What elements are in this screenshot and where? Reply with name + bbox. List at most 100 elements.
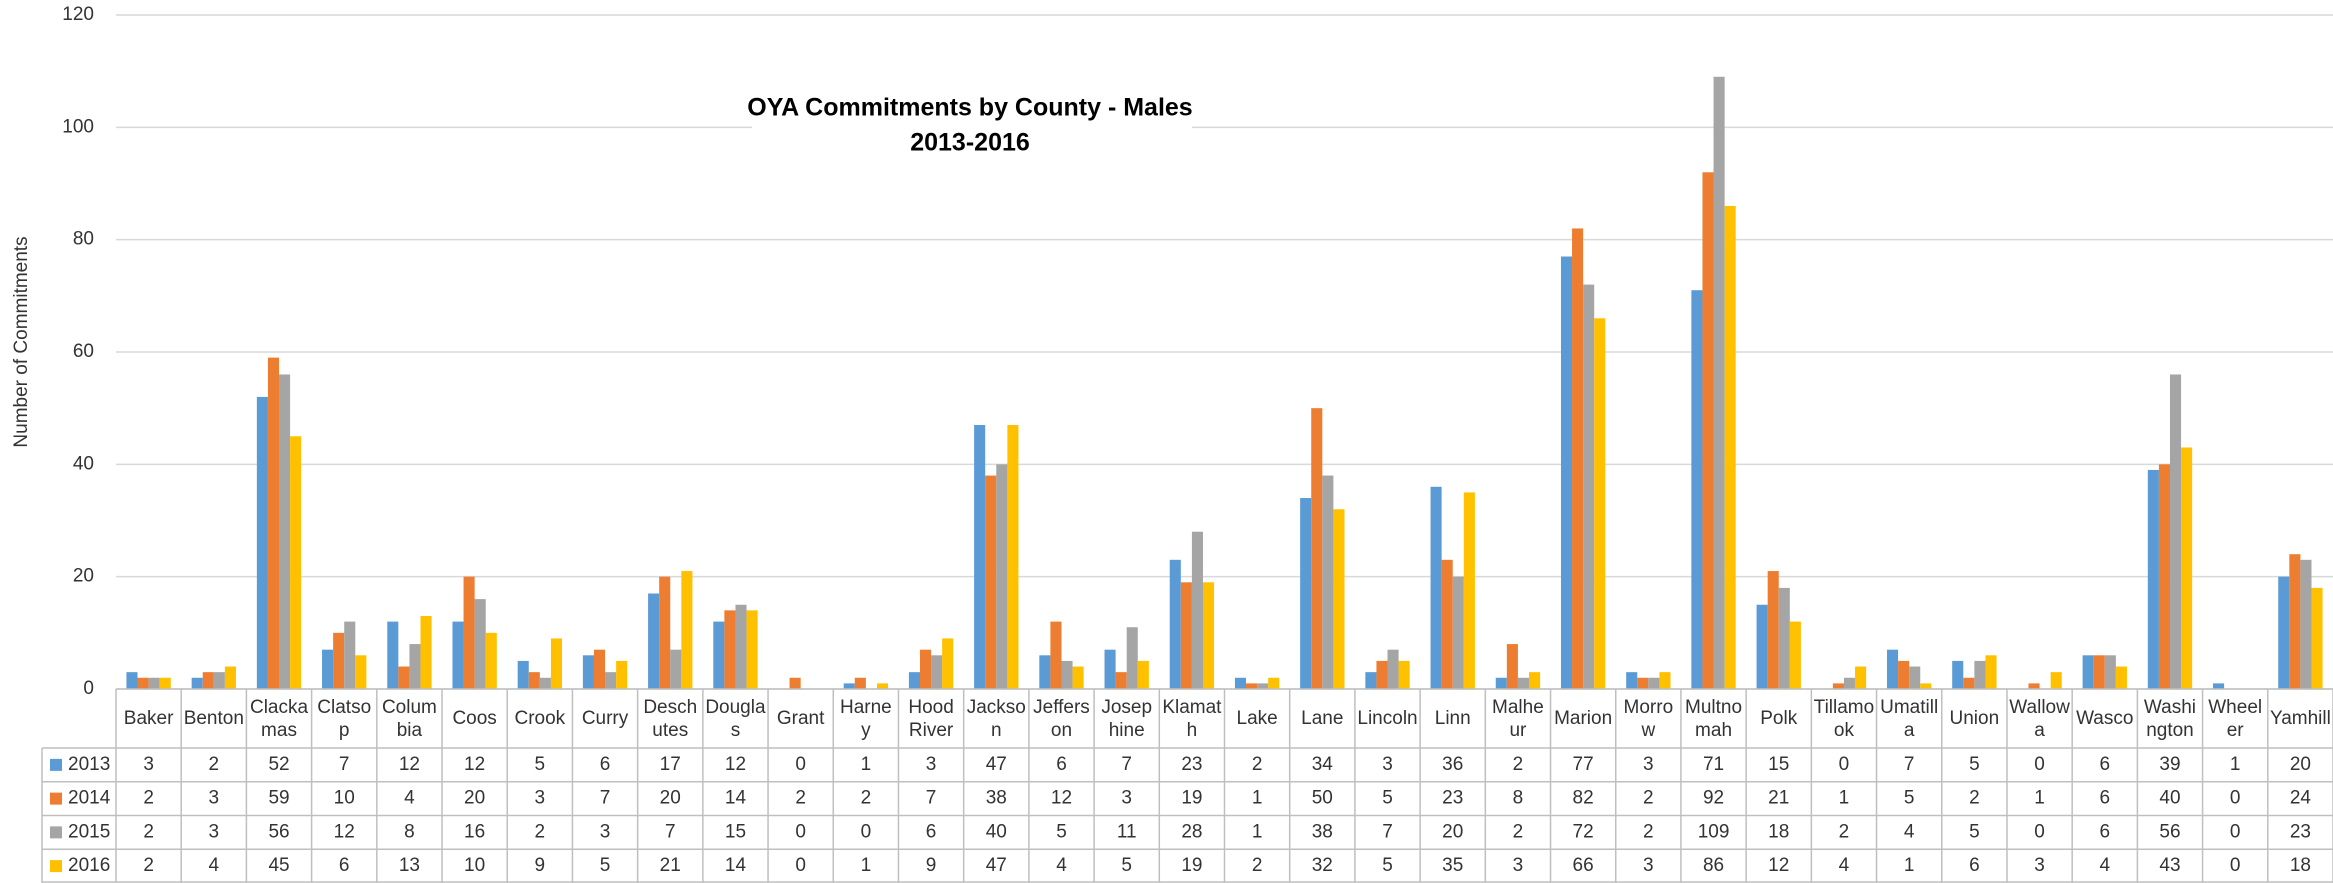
bar	[279, 374, 291, 689]
bar	[1659, 672, 1671, 689]
x-tick-label-box: Lake	[1237, 708, 1278, 729]
table-value: 2	[143, 855, 154, 876]
table-value: 5	[600, 855, 611, 876]
table-value: 2	[1513, 754, 1524, 775]
table-value: 3	[209, 821, 220, 842]
bar	[528, 672, 540, 689]
bar	[333, 632, 345, 689]
bar	[648, 593, 660, 689]
bar	[550, 638, 563, 689]
table-value: 5	[1904, 788, 1915, 809]
table-value: 5	[535, 754, 546, 775]
table-value: 2	[143, 821, 154, 842]
table-value: 66	[1573, 855, 1594, 876]
table-value: 40	[2159, 788, 2180, 809]
bar	[1246, 683, 1258, 689]
legend-swatch	[50, 860, 62, 873]
x-tick-label-box: Lincoln	[1357, 708, 1418, 729]
table-value: 6	[1969, 855, 1980, 876]
x-tick-label: Wasco	[2076, 708, 2134, 729]
table-value: 4	[404, 788, 415, 809]
bar	[1756, 604, 1768, 689]
x-tick-label: Jackson	[966, 696, 1026, 741]
bar	[1311, 408, 1323, 689]
bar	[1855, 666, 1867, 689]
bar	[1191, 531, 1203, 689]
bar	[1909, 666, 1921, 689]
x-tick-label: Crook	[514, 708, 566, 729]
table-value: 1	[1904, 855, 1915, 876]
x-tick-label: Lincoln	[1357, 708, 1418, 729]
x-tick-label: Douglas	[705, 696, 766, 741]
bar	[2278, 576, 2290, 689]
bar	[1430, 486, 1442, 689]
table-value: 2	[1252, 754, 1263, 775]
table-value: 5	[1969, 821, 1980, 842]
bar	[191, 677, 203, 689]
bar	[1050, 621, 1062, 689]
bar	[670, 649, 682, 689]
bar	[1333, 509, 1345, 689]
bar	[474, 599, 486, 689]
bar	[2213, 683, 2225, 689]
bar	[1985, 655, 1997, 689]
x-tick-label-box: Jackson	[966, 696, 1026, 741]
table-value: 2	[795, 788, 806, 809]
bar	[1637, 677, 1649, 689]
chart-title: OYA Commitments by County - Males	[747, 94, 1192, 122]
table-value: 5	[1056, 821, 1067, 842]
table-value: 20	[660, 788, 681, 809]
table-value: 23	[1181, 754, 1202, 775]
bar	[876, 683, 889, 689]
bar	[1169, 559, 1181, 689]
table-value: 12	[334, 821, 355, 842]
table-value: 8	[1513, 788, 1524, 809]
table-value: 20	[464, 788, 485, 809]
table-value: 3	[1121, 788, 1132, 809]
bar	[735, 604, 747, 689]
x-tick-label-box: Klamath	[1162, 697, 1221, 741]
table-value: 6	[2099, 754, 2110, 775]
bar	[1115, 672, 1127, 689]
table-value: 23	[2290, 821, 2311, 842]
x-tick-label-box: Josephine	[1101, 696, 1153, 741]
table-value: 10	[464, 855, 485, 876]
table-value: 38	[986, 788, 1007, 809]
y-axis-label: Number of Commitments	[11, 236, 32, 447]
table-value: 40	[986, 821, 1007, 842]
bar	[1583, 284, 1595, 689]
bar	[1441, 559, 1453, 689]
bar	[659, 576, 671, 689]
y-tick-label: 40	[73, 453, 94, 474]
bar	[256, 396, 268, 689]
table-value: 2	[1643, 788, 1654, 809]
x-tick-label: Curry	[581, 708, 629, 729]
bar	[2311, 587, 2323, 689]
table-value: 13	[399, 855, 420, 876]
y-tick-label: 120	[62, 4, 94, 25]
bar	[1626, 672, 1638, 689]
table-value: 7	[665, 821, 676, 842]
table-value: 3	[1382, 754, 1393, 775]
table-value: 0	[795, 821, 806, 842]
x-tick-label-box: Grant	[777, 708, 825, 729]
bar	[344, 621, 356, 689]
table-value: 12	[399, 754, 420, 775]
table-value: 14	[725, 855, 747, 876]
table-value: 1	[1252, 821, 1263, 842]
table-value: 19	[1181, 788, 1202, 809]
table-value: 47	[986, 754, 1007, 775]
bar	[463, 576, 475, 689]
table-value: 4	[209, 855, 220, 876]
table-value: 56	[268, 821, 289, 842]
table-value: 2	[535, 821, 546, 842]
x-tick-label: Josephine	[1101, 696, 1153, 741]
table-value: 109	[1698, 821, 1730, 842]
bar	[2289, 554, 2301, 689]
title-background	[752, 88, 1192, 164]
x-tick-label-box: Harney	[840, 697, 892, 741]
bar	[746, 610, 758, 689]
bar	[1300, 498, 1312, 689]
x-tick-label: Columbia	[381, 696, 437, 741]
table-value: 20	[1442, 821, 1463, 842]
